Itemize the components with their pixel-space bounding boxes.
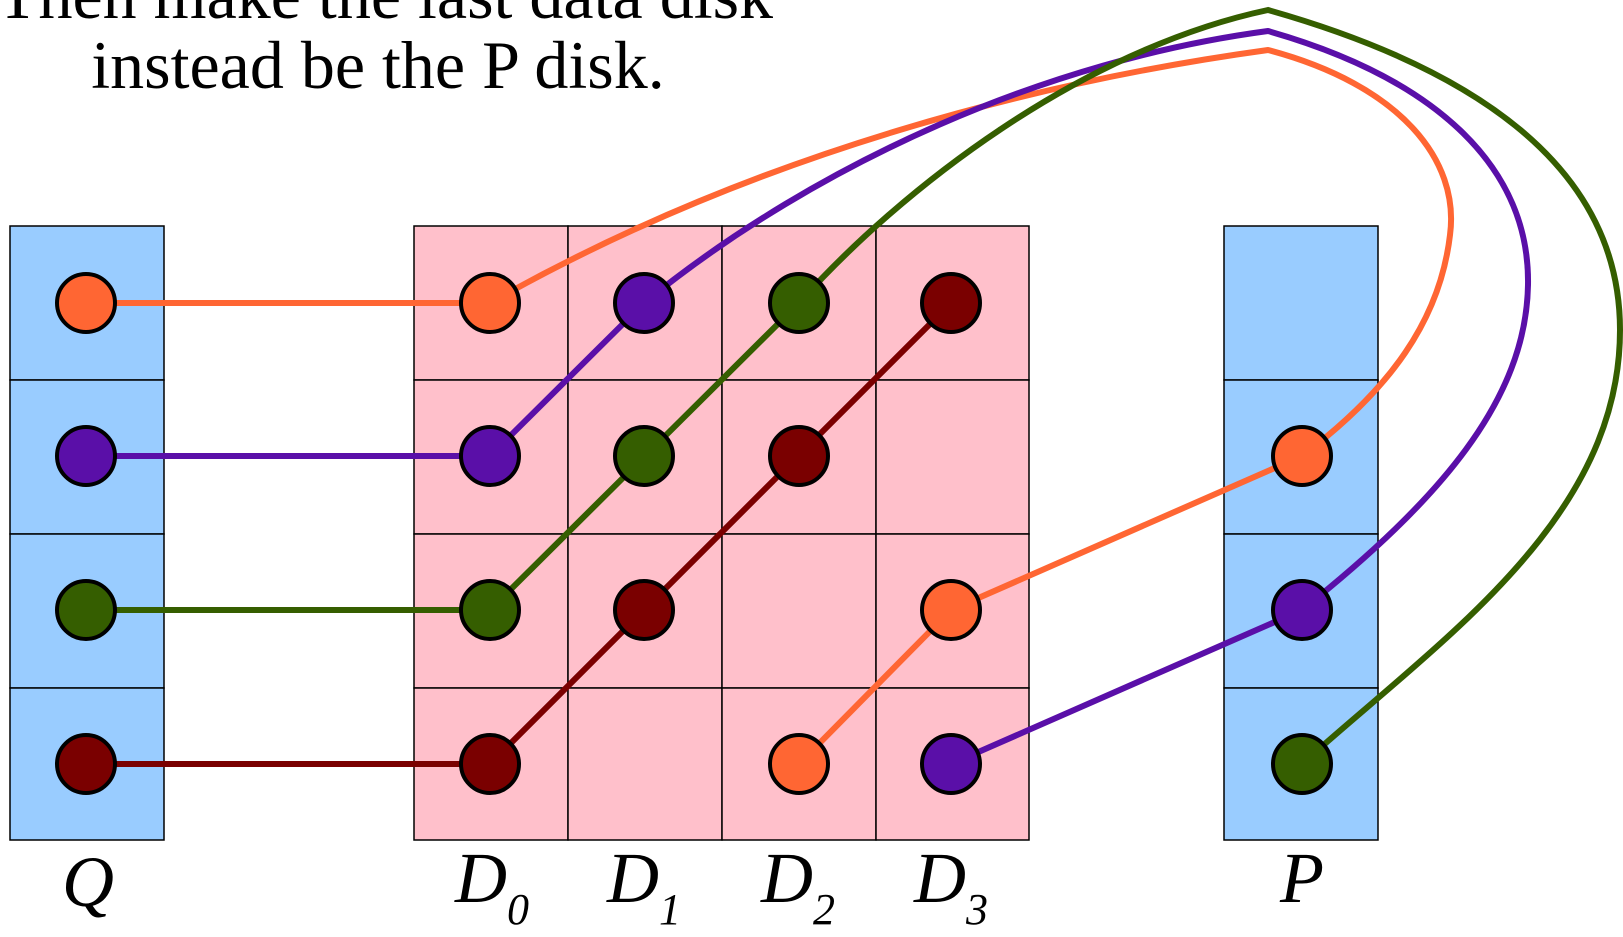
caption-line-2: instead be the P disk. <box>91 27 665 103</box>
maroon-node-d0 <box>459 733 521 795</box>
purple-link-p-d3 <box>948 607 1305 767</box>
purple-node-q <box>55 425 117 487</box>
d0-disk-label: D0 <box>454 838 529 934</box>
green-link-d2-p <box>796 6 1623 767</box>
orange-node-q <box>55 272 117 334</box>
purple-node-d3 <box>920 733 982 795</box>
green-node-d0 <box>459 579 521 641</box>
d1-block-3 <box>567 687 723 841</box>
orange-link-d3-d2 <box>796 607 954 767</box>
caption-line-1: Then make the last data disk <box>0 0 773 33</box>
green-node-q <box>55 579 117 641</box>
maroon-node-d3 <box>920 272 982 334</box>
maroon-node-d2 <box>768 425 830 487</box>
orange-diagonal <box>55 46 1455 795</box>
purple-diagonal <box>55 27 1532 795</box>
p-disk-label: P <box>1279 838 1324 918</box>
orange-node-d2 <box>768 733 830 795</box>
maroon-node-q <box>55 733 117 795</box>
maroon-node-d1 <box>613 579 675 641</box>
q-disk-label: Q <box>62 842 114 922</box>
d3-block-1 <box>875 379 1030 535</box>
purple-node-d1 <box>613 272 675 334</box>
d1-disk-label: D1 <box>606 838 681 934</box>
orange-node-d0 <box>459 272 521 334</box>
orange-link-d0-p <box>487 46 1455 459</box>
green-diagonal <box>55 6 1623 795</box>
orange-link-p-d3 <box>948 453 1305 613</box>
green-node-d1 <box>613 425 675 487</box>
p-block-0 <box>1223 225 1379 381</box>
orange-node-p <box>1271 425 1333 487</box>
maroon-diagonal <box>55 272 982 795</box>
purple-node-p <box>1271 579 1333 641</box>
purple-node-d0 <box>459 425 521 487</box>
orange-node-d3 <box>920 579 982 641</box>
purple-link-d0-d1 <box>487 300 647 459</box>
green-node-d2 <box>768 272 830 334</box>
maroon-link-d0-d3 <box>487 300 954 767</box>
d2-disk-label: D2 <box>760 838 835 934</box>
d2-block-2 <box>721 533 877 689</box>
green-node-p <box>1271 733 1333 795</box>
purple-link-d1-p <box>641 27 1532 613</box>
d3-disk-label: D3 <box>913 838 988 934</box>
